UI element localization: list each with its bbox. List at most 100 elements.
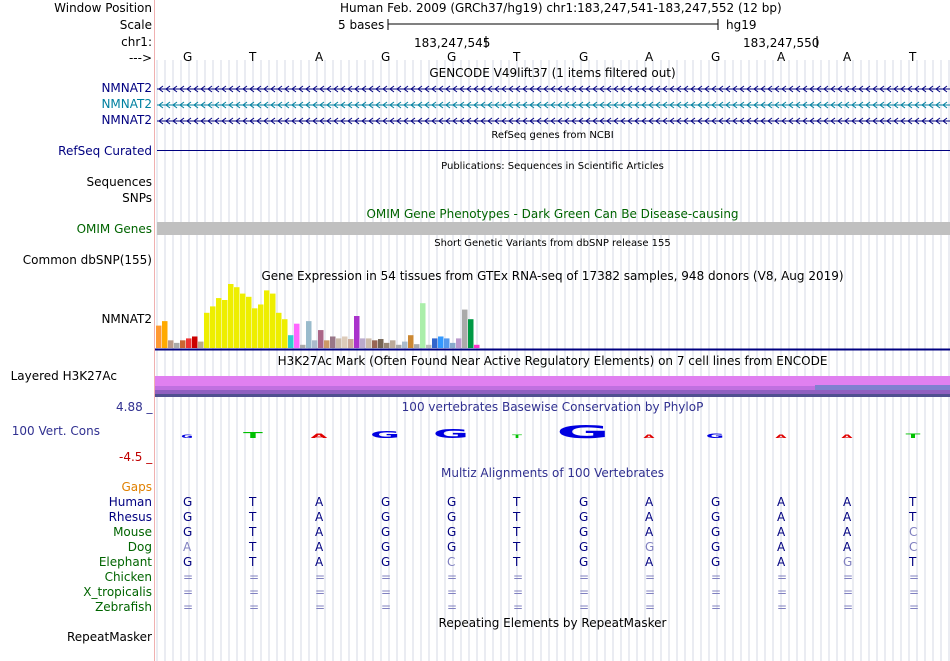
- dbsnp-title[interactable]: Short Genetic Variants from dbSNP releas…: [434, 238, 671, 249]
- alignment-base: T: [513, 510, 521, 524]
- gaps-label[interactable]: Gaps: [121, 480, 152, 494]
- species-label[interactable]: X_tropicalis: [83, 585, 152, 599]
- h3k27ac-layers[interactable]: [155, 376, 950, 398]
- alignment-base: G: [381, 495, 391, 509]
- species-label[interactable]: Elephant: [98, 555, 152, 569]
- gtex-bar: [330, 336, 336, 348]
- cons-ymax: 4.88 _: [116, 400, 153, 414]
- gtex-bar: [294, 323, 300, 348]
- alignment-base: G: [711, 555, 721, 569]
- gencode-transcript-line[interactable]: [157, 84, 950, 94]
- gtex-bar: [246, 296, 252, 348]
- track-left-border: [154, 0, 155, 661]
- gtex-bar: [318, 330, 324, 348]
- alignment-base: T: [249, 555, 257, 569]
- alignment-base: A: [777, 540, 786, 554]
- cons-label[interactable]: 100 Vert. Cons: [11, 424, 100, 438]
- gtex-bar: [456, 338, 462, 348]
- alignment-base: =: [381, 570, 392, 584]
- alignment-base: =: [447, 585, 458, 599]
- gtex-bar: [402, 341, 408, 348]
- cons-base-glyph: T: [906, 432, 921, 439]
- gtex-bar: [288, 335, 294, 348]
- gtex-bar: [336, 338, 342, 348]
- species-label[interactable]: Zebrafish: [95, 600, 152, 614]
- omim-track-bar[interactable]: [157, 222, 950, 235]
- alignment-base: C: [447, 555, 456, 569]
- cons-base-glyph: G: [433, 427, 468, 441]
- h3k27ac-label[interactable]: Layered H3K27Ac: [10, 369, 117, 383]
- gtex-bar: [378, 339, 384, 348]
- gtex-bar: [234, 287, 240, 348]
- alignment-base: =: [777, 585, 788, 599]
- species-label[interactable]: Mouse: [113, 525, 152, 539]
- gtex-bar: [474, 344, 480, 348]
- gencode-title[interactable]: GENCODE V49lift37 (1 items filtered out): [429, 66, 676, 80]
- alignment-base: =: [249, 585, 260, 599]
- gencode-label[interactable]: NMNAT2: [101, 81, 152, 95]
- alignment-base: =: [183, 600, 194, 614]
- dbsnp-label[interactable]: Common dbSNP(155): [22, 253, 152, 267]
- gtex-bar: [462, 309, 468, 348]
- db-text: hg19: [726, 18, 757, 32]
- h3k27ac-title[interactable]: H3K27Ac Mark (Often Found Near Active Re…: [277, 354, 828, 368]
- position-tick-2: 183,247,550: [743, 36, 820, 50]
- species-label[interactable]: Chicken: [104, 570, 152, 584]
- cons-title[interactable]: 100 vertebrates Basewise Conservation by…: [401, 400, 704, 414]
- omim-title[interactable]: OMIM Gene Phenotypes - Dark Green Can Be…: [366, 207, 739, 221]
- alignment-base: A: [645, 555, 654, 569]
- alignment-base: G: [381, 510, 391, 524]
- alignment-base: =: [315, 585, 326, 599]
- gtex-bar: [306, 321, 312, 348]
- refseq-track-line[interactable]: [157, 150, 950, 151]
- alignment-base: =: [843, 600, 854, 614]
- omim-label[interactable]: OMIM Genes: [76, 222, 152, 236]
- alignment-base: G: [447, 525, 457, 539]
- gencode-transcript-line[interactable]: [157, 100, 950, 110]
- species-label[interactable]: Human: [108, 495, 152, 509]
- species-label[interactable]: Dog: [127, 540, 152, 554]
- alignment-base: A: [315, 495, 324, 509]
- scale-text: 5 bases: [338, 18, 385, 32]
- alignment-base: =: [843, 585, 854, 599]
- sequences-label[interactable]: Sequences: [86, 175, 152, 189]
- gtex-bar-chart[interactable]: [0, 280, 950, 352]
- snps-label[interactable]: SNPs: [122, 191, 152, 205]
- gtex-bar: [192, 336, 198, 348]
- gtex-title[interactable]: Gene Expression in 54 tissues from GTEx …: [261, 269, 844, 283]
- alignment-base: =: [579, 600, 590, 614]
- gencode-label[interactable]: NMNAT2: [101, 113, 152, 127]
- alignment-base: A: [315, 555, 324, 569]
- cons-base-glyph: A: [643, 435, 655, 440]
- alignment-base: T: [513, 555, 521, 569]
- ruler-base: T: [513, 50, 521, 64]
- alignment-base: A: [843, 540, 852, 554]
- multiz-title[interactable]: Multiz Alignments of 100 Vertebrates: [440, 466, 665, 480]
- gtex-bar: [384, 342, 390, 348]
- gtex-bar: [396, 344, 402, 348]
- gencode-label[interactable]: NMNAT2: [101, 97, 152, 111]
- alignment-base: G: [381, 540, 391, 554]
- gtex-bar: [366, 338, 372, 348]
- gencode-transcript-line[interactable]: [157, 116, 950, 126]
- alignment-base: T: [513, 495, 521, 509]
- species-label[interactable]: Rhesus: [108, 510, 152, 524]
- gtex-bar: [156, 325, 162, 348]
- publications-title[interactable]: Publications: Sequences in Scientific Ar…: [441, 161, 664, 172]
- alignment-base: =: [711, 585, 722, 599]
- alignment-base: G: [447, 540, 457, 554]
- cons-base-glyph: T: [243, 430, 263, 439]
- gtex-bar: [276, 312, 282, 348]
- gtex-label[interactable]: NMNAT2: [101, 312, 152, 326]
- gtex-bar: [264, 290, 270, 348]
- gtex-bar: [258, 304, 264, 348]
- strand-arrow-label: --->: [128, 51, 152, 65]
- refseq-label[interactable]: RefSeq Curated: [58, 144, 152, 158]
- ruler-base: G: [381, 50, 391, 64]
- refseq-title[interactable]: RefSeq genes from NCBI: [491, 130, 614, 141]
- cons-base-glyph: A: [311, 432, 329, 439]
- repeat-title[interactable]: Repeating Elements by RepeatMasker: [438, 616, 667, 630]
- repeat-label[interactable]: RepeatMasker: [66, 630, 152, 644]
